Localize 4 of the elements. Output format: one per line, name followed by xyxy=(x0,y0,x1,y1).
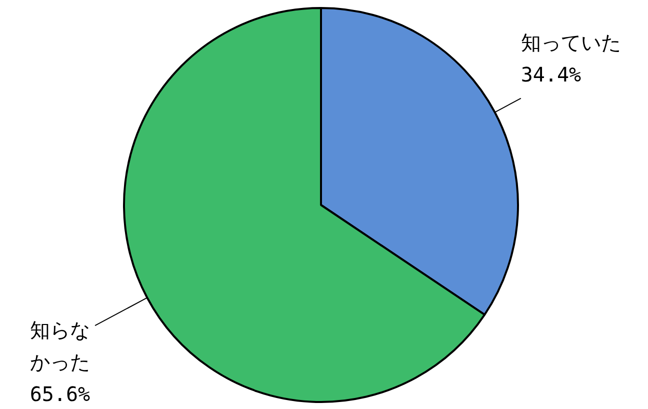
slice-label: 知っていた xyxy=(520,30,621,55)
slice-label: 知らなかった xyxy=(30,318,90,374)
data-label: 34.4% xyxy=(520,62,582,87)
data-label: 65.6% xyxy=(30,382,90,406)
